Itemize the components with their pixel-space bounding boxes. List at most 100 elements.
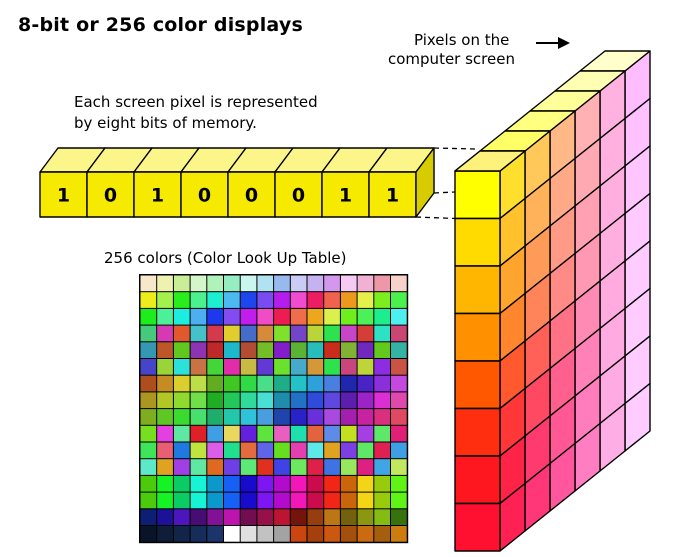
bit-cell: 1 xyxy=(321,147,388,218)
lut-color-swatch xyxy=(290,526,307,542)
lut-color-swatch xyxy=(374,292,390,308)
lut-color-swatch xyxy=(173,275,190,292)
screen-pixel-front xyxy=(454,312,501,362)
screen-pixel-front xyxy=(454,217,501,267)
lut-color-swatch xyxy=(140,342,157,358)
lut-color-swatch xyxy=(290,475,307,492)
lut-color-swatch xyxy=(324,308,340,325)
lut-color-swatch xyxy=(274,526,290,542)
lut-color-swatch xyxy=(257,442,274,459)
page-title: 8-bit or 256 color displays xyxy=(18,14,303,36)
lut-color-swatch xyxy=(224,275,240,292)
lut-color-swatch xyxy=(207,308,223,325)
bit-value: 0 xyxy=(245,185,258,207)
lut-label: 256 colors (Color Look Up Table) xyxy=(104,249,347,267)
lut-color-swatch xyxy=(391,425,407,442)
lut-color-swatch xyxy=(190,325,207,342)
lut-color-swatch xyxy=(374,275,390,292)
lut-color-swatch xyxy=(157,425,173,442)
lut-color-swatch xyxy=(374,308,390,325)
lut-color-swatch xyxy=(173,375,190,392)
lut-color-swatch xyxy=(307,459,324,475)
screen-pixel-front xyxy=(454,455,501,505)
lut-color-swatch xyxy=(324,392,340,409)
lut-color-swatch xyxy=(374,392,390,409)
lut-color-swatch xyxy=(190,442,207,459)
lut-color-swatch xyxy=(190,509,207,525)
lut-color-swatch xyxy=(190,342,207,358)
lut-color-swatch xyxy=(374,509,390,525)
bit-value: 1 xyxy=(57,185,70,207)
lut-color-swatch xyxy=(257,492,274,509)
lut-color-swatch xyxy=(307,475,324,492)
lut-color-swatch xyxy=(190,459,207,475)
lut-color-swatch xyxy=(340,375,357,392)
lut-color-swatch xyxy=(374,475,390,492)
lut-color-swatch xyxy=(173,325,190,342)
bit-cell: 0 xyxy=(274,147,341,218)
lut-color-swatch xyxy=(257,392,274,409)
lut-color-swatch xyxy=(374,492,390,509)
lut-color-swatch xyxy=(257,308,274,325)
screen-pixel-top xyxy=(454,150,526,172)
pixels-label-line1: Pixels on the xyxy=(414,31,510,49)
lut-color-swatch xyxy=(257,359,274,375)
lut-color-swatch xyxy=(274,359,290,375)
lut-color-swatch xyxy=(391,459,407,475)
memory-bits: 1 0 1 0 0 0 1 1 xyxy=(39,147,435,218)
lut-color-swatch xyxy=(357,308,374,325)
lut-color-swatch xyxy=(391,526,407,542)
lut-color-swatch xyxy=(274,509,290,525)
lut-color-swatch xyxy=(340,459,357,475)
lut-color-swatch xyxy=(257,292,274,308)
lut-color-swatch xyxy=(157,442,173,459)
lut-color-swatch xyxy=(290,325,307,342)
lut-color-swatch xyxy=(340,425,357,442)
lut-color-swatch xyxy=(140,292,157,308)
lut-color-swatch xyxy=(307,342,324,358)
lut-color-swatch xyxy=(290,492,307,509)
lut-color-swatch xyxy=(207,459,223,475)
lut-color-swatch xyxy=(340,475,357,492)
lut-color-swatch xyxy=(157,492,173,509)
lut-color-swatch xyxy=(274,442,290,459)
lut-color-swatch xyxy=(340,275,357,292)
lut-color-swatch xyxy=(157,409,173,425)
lut-color-swatch xyxy=(391,292,407,308)
lut-color-swatch xyxy=(207,509,223,525)
lut-color-swatch xyxy=(140,526,157,542)
lut-color-swatch xyxy=(140,359,157,375)
lut-color-swatch xyxy=(374,342,390,358)
lut-color-swatch xyxy=(140,509,157,525)
lut-color-swatch xyxy=(274,308,290,325)
lut-color-swatch xyxy=(240,292,257,308)
lut-color-swatch xyxy=(257,475,274,492)
lut-color-swatch xyxy=(357,509,374,525)
lut-color-swatch xyxy=(290,442,307,459)
lut-color-swatch xyxy=(173,442,190,459)
lut-color-swatch xyxy=(374,526,390,542)
lut-color-swatch xyxy=(224,492,240,509)
lut-color-swatch xyxy=(357,292,374,308)
lut-color-swatch xyxy=(157,292,173,308)
lut-color-swatch xyxy=(290,292,307,308)
lut-color-swatch xyxy=(324,409,340,425)
lut-color-swatch xyxy=(190,292,207,308)
lut-color-swatch xyxy=(357,275,374,292)
lut-color-swatch xyxy=(274,459,290,475)
lut-color-swatch xyxy=(190,425,207,442)
lut-color-swatch xyxy=(340,392,357,409)
lut-color-swatch xyxy=(140,275,157,292)
bit-value: 0 xyxy=(292,185,305,207)
lut-color-swatch xyxy=(324,459,340,475)
lut-color-swatch xyxy=(290,392,307,409)
lut-color-swatch xyxy=(324,275,340,292)
lut-color-swatch xyxy=(207,342,223,358)
lut-color-swatch xyxy=(173,359,190,375)
lut-color-swatch xyxy=(157,325,173,342)
lut-color-swatch xyxy=(374,459,390,475)
lut-color-swatch xyxy=(190,526,207,542)
lut-color-swatch xyxy=(357,526,374,542)
lut-color-swatch xyxy=(324,375,340,392)
